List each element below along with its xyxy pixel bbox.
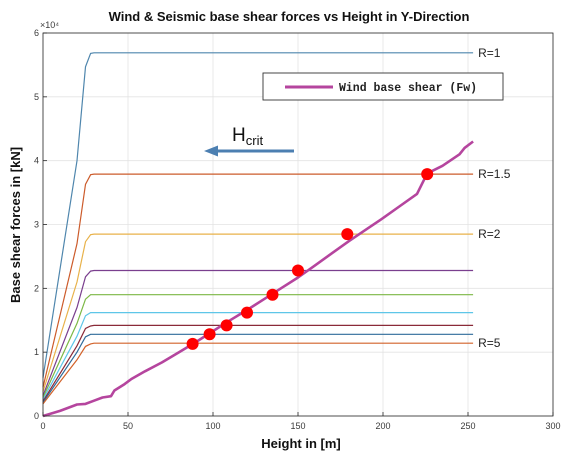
intersection-point [186, 337, 199, 350]
intersection-point [220, 319, 233, 332]
y-tick-label: 4 [34, 156, 39, 166]
x-tick-label: 200 [375, 421, 390, 431]
y-tick-label: 2 [34, 283, 39, 293]
hcrit-arrow-head [204, 145, 218, 157]
seismic-series-line [42, 233, 474, 392]
y-tick-label: 1 [34, 347, 39, 357]
y-tick-label: 0 [34, 411, 39, 421]
y-axis-label: Base shear forces in [kN] [8, 147, 23, 303]
seismic-series-line [42, 52, 474, 378]
intersection-point [341, 228, 354, 241]
seismic-series-line [42, 342, 474, 405]
intersection-point [421, 168, 434, 181]
hcrit-label: Hcrit [232, 125, 263, 148]
seismic-series-line [42, 269, 474, 396]
series-label: R=2 [478, 227, 501, 241]
x-tick-label: 250 [460, 421, 475, 431]
x-tick-label: 150 [290, 421, 305, 431]
seismic-series-line [42, 324, 474, 402]
x-tick-label: 100 [205, 421, 220, 431]
legend-entry-wind: Wind base shear (Fw) [339, 82, 477, 95]
seismic-series-line [42, 333, 474, 403]
seismic-series-line [42, 294, 474, 398]
series-lines [42, 52, 474, 418]
seismic-series-line [42, 312, 474, 400]
series-label: R=1.5 [478, 167, 511, 181]
x-tick-label: 300 [545, 421, 560, 431]
intersection-point [266, 288, 279, 301]
series-label: R=5 [478, 336, 501, 350]
series-label: R=1 [478, 46, 501, 60]
intersection-markers [186, 168, 434, 350]
y-tick-label: 6 [34, 28, 39, 38]
x-tick-label: 50 [123, 421, 133, 431]
hcrit-annotation: Hcrit [204, 125, 294, 157]
x-axis-label: Height in [m] [261, 436, 340, 451]
series-labels: R=1 R=1.5 R=2 R=5 [478, 46, 511, 350]
x-tick-label: 0 [40, 421, 45, 431]
axis-ticks: 0 50 100 150 200 250 300 0 1 2 3 4 5 6 [34, 28, 561, 431]
y-tick-label: 3 [34, 220, 39, 230]
wind-series-line [42, 140, 474, 418]
intersection-point [203, 328, 216, 341]
y-tick-label: 5 [34, 92, 39, 102]
intersection-point [241, 306, 253, 319]
intersection-point [292, 264, 304, 277]
legend: Wind base shear (Fw) [262, 72, 504, 101]
chart-title: Wind & Seismic base shear forces vs Heig… [109, 9, 470, 24]
seismic-series-line [42, 173, 474, 388]
y-multiplier-label: ×10⁴ [40, 20, 59, 30]
